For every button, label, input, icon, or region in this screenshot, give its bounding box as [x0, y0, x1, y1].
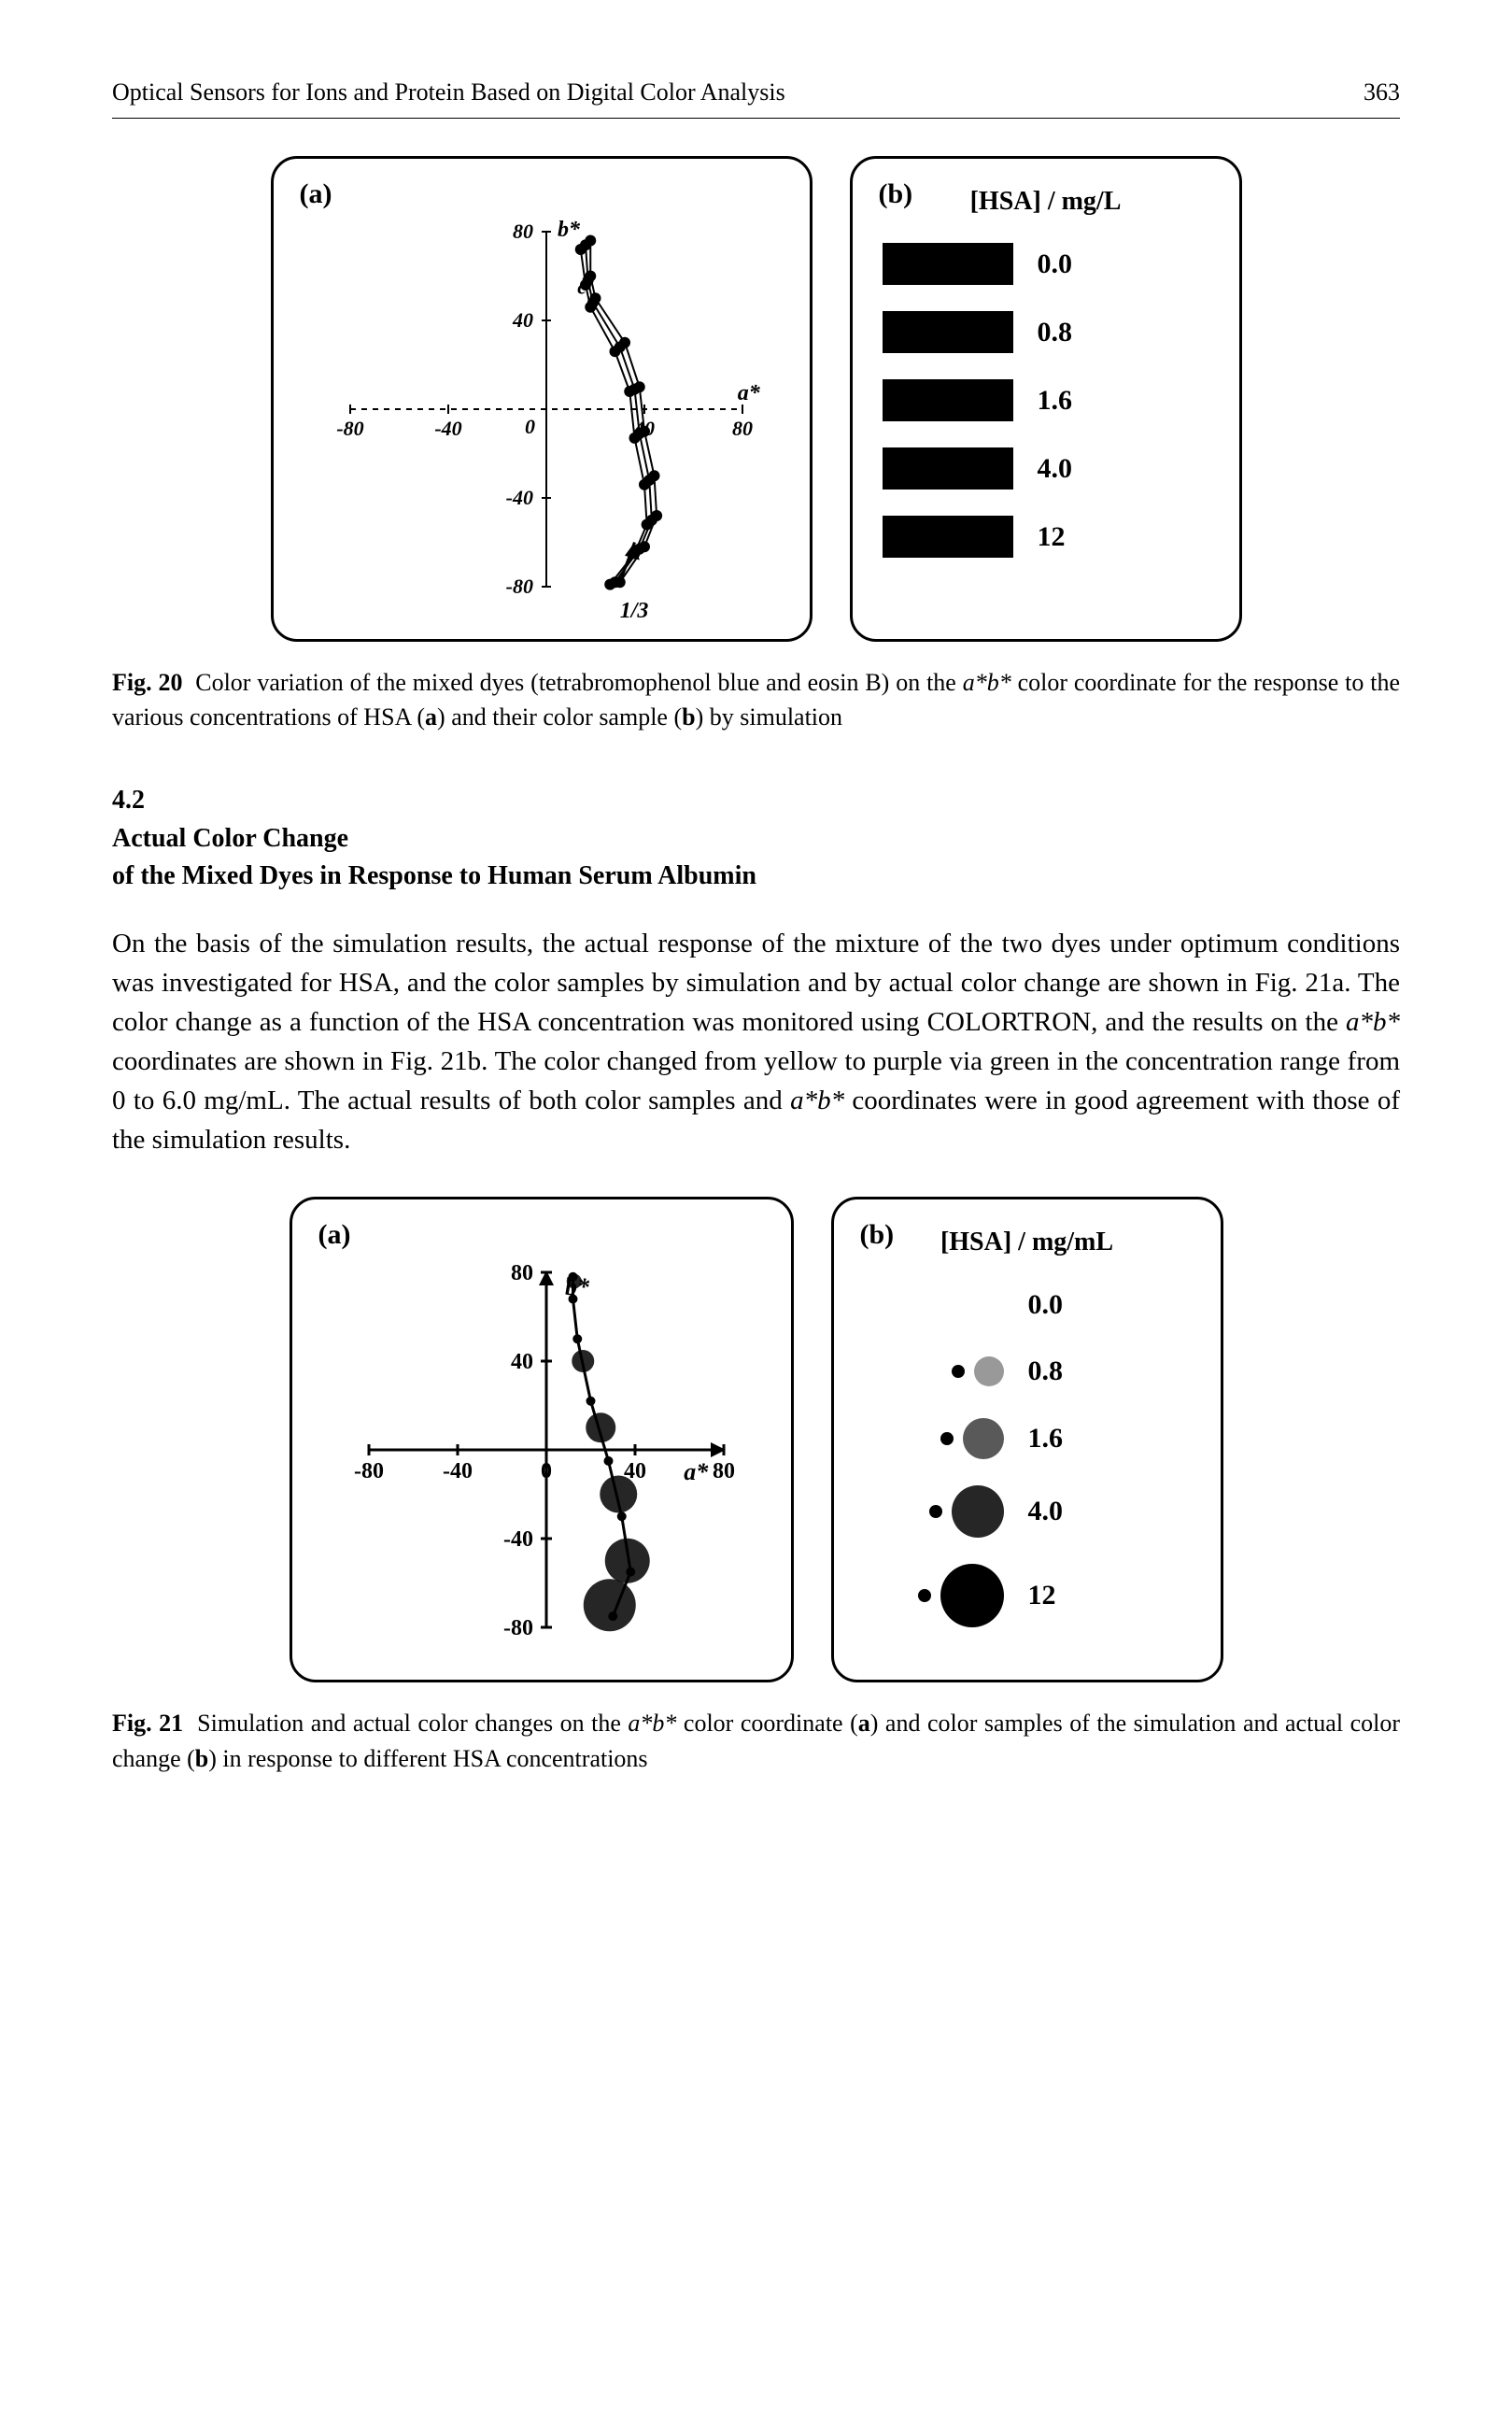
svg-text:b*: b* [558, 217, 581, 241]
svg-text:0: 0 [525, 415, 535, 438]
legend-row: 1.6 [883, 379, 1209, 421]
svg-text:-80: -80 [336, 417, 363, 440]
legend-value: 0.8 [1028, 1351, 1064, 1392]
legend-value: 4.0 [1028, 1491, 1064, 1532]
svg-text:-40: -40 [503, 1527, 533, 1552]
legend-row: 4.0 [883, 447, 1209, 490]
fig20-panel-b: (b) [HSA] / mg/L 0.0 0.8 1.6 4.0 12 [850, 156, 1242, 642]
color-swatch-pair [864, 1356, 1004, 1386]
svg-text:40: 40 [511, 1350, 533, 1374]
svg-text:a*: a* [737, 381, 760, 405]
legend-value: 12 [1028, 1575, 1056, 1616]
svg-text:0: 0 [541, 1459, 552, 1483]
svg-text:-80: -80 [505, 575, 532, 598]
fig21-row: (a) -80-80-40-40040408080a*b* (b) [HSA] … [112, 1197, 1400, 1682]
svg-text:-40: -40 [505, 486, 532, 509]
legend-row: 12 [864, 1564, 1191, 1627]
color-swatch [883, 447, 1013, 490]
section-number: 4.2 [112, 782, 1400, 820]
legend-value: 0.0 [1038, 244, 1073, 285]
svg-text:80: 80 [732, 417, 753, 440]
color-swatch-pair [864, 1418, 1004, 1459]
svg-text:-80: -80 [354, 1459, 384, 1483]
svg-text:1/3: 1/3 [619, 598, 648, 622]
legend-row: 12 [883, 516, 1209, 558]
fig21-chart-a: -80-80-40-40040408080a*b* [313, 1216, 780, 1665]
section-title: Actual Color Change of the Mixed Dyes in… [112, 820, 1400, 896]
legend-value: 0.8 [1038, 312, 1073, 353]
color-swatch [883, 311, 1013, 353]
svg-text:-80: -80 [503, 1616, 533, 1640]
svg-text:-40: -40 [443, 1459, 473, 1483]
fig20-caption-lead: Fig. 20 [112, 669, 182, 696]
legend-value: 4.0 [1038, 448, 1073, 490]
fig20-panel-b-label: (b) [879, 174, 913, 215]
running-head-text: Optical Sensors for Ions and Protein Bas… [112, 75, 785, 110]
fig21-caption-lead: Fig. 21 [112, 1710, 183, 1737]
color-swatch [883, 379, 1013, 421]
fig21-legend-rows: 0.0 0.8 1.6 4.0 12 [855, 1284, 1200, 1627]
fig21-panel-a-label: (a) [318, 1214, 351, 1256]
svg-text:80: 80 [511, 1261, 533, 1285]
fig21-legend-title: [HSA] / mg/mL [855, 1224, 1200, 1262]
fig21-caption: Fig. 21 Simulation and actual color chan… [112, 1706, 1400, 1776]
fig20-legend-title: [HSA] / mg/L [873, 183, 1219, 221]
section-body: On the basis of the simulation results, … [112, 924, 1400, 1159]
color-swatch-pair [864, 1564, 1004, 1627]
section-title-line1: Actual Color Change [112, 824, 348, 853]
fig21-panel-b-label: (b) [860, 1214, 895, 1256]
svg-text:a*: a* [684, 1458, 709, 1485]
legend-value: 1.6 [1028, 1418, 1064, 1459]
legend-row: 1.6 [864, 1418, 1191, 1459]
color-swatch [883, 243, 1013, 285]
fig20-caption: Fig. 20 Color variation of the mixed dye… [112, 665, 1400, 735]
legend-row: 0.0 [883, 243, 1209, 285]
fig20-legend-rows: 0.0 0.8 1.6 4.0 12 [873, 243, 1219, 558]
fig20-row: (a) -80-80-40-40404080800a*b*c1/3 (b) [H… [112, 156, 1400, 642]
color-swatch [883, 516, 1013, 558]
legend-value: 12 [1038, 517, 1066, 558]
svg-text:c: c [577, 275, 586, 298]
legend-row: 0.8 [864, 1351, 1191, 1392]
running-header: Optical Sensors for Ions and Protein Bas… [112, 75, 1400, 119]
legend-row: 4.0 [864, 1485, 1191, 1538]
fig21-caption-text: Simulation and actual color changes on t… [112, 1710, 1400, 1772]
section-title-line2: of the Mixed Dyes in Response to Human S… [112, 861, 756, 890]
svg-text:40: 40 [512, 308, 533, 332]
svg-text:-40: -40 [434, 417, 461, 440]
legend-value: 0.0 [1028, 1284, 1064, 1326]
svg-text:80: 80 [513, 220, 533, 243]
fig20-chart-a: -80-80-40-40404080800a*b*c1/3 [294, 176, 798, 624]
fig20-panel-a-label: (a) [300, 174, 332, 215]
color-swatch-pair [864, 1485, 1004, 1538]
fig20-panel-a: (a) -80-80-40-40404080800a*b*c1/3 [271, 156, 813, 642]
legend-row: 0.0 [864, 1284, 1191, 1326]
fig21-panel-b: (b) [HSA] / mg/mL 0.0 0.8 1.6 4.0 12 [831, 1197, 1223, 1682]
legend-row: 0.8 [883, 311, 1209, 353]
legend-value: 1.6 [1038, 380, 1073, 421]
svg-text:80: 80 [713, 1459, 735, 1483]
fig21-panel-a: (a) -80-80-40-40040408080a*b* [290, 1197, 794, 1682]
page-number: 363 [1364, 75, 1400, 110]
fig20-caption-text: Color variation of the mixed dyes (tetra… [112, 669, 1400, 731]
